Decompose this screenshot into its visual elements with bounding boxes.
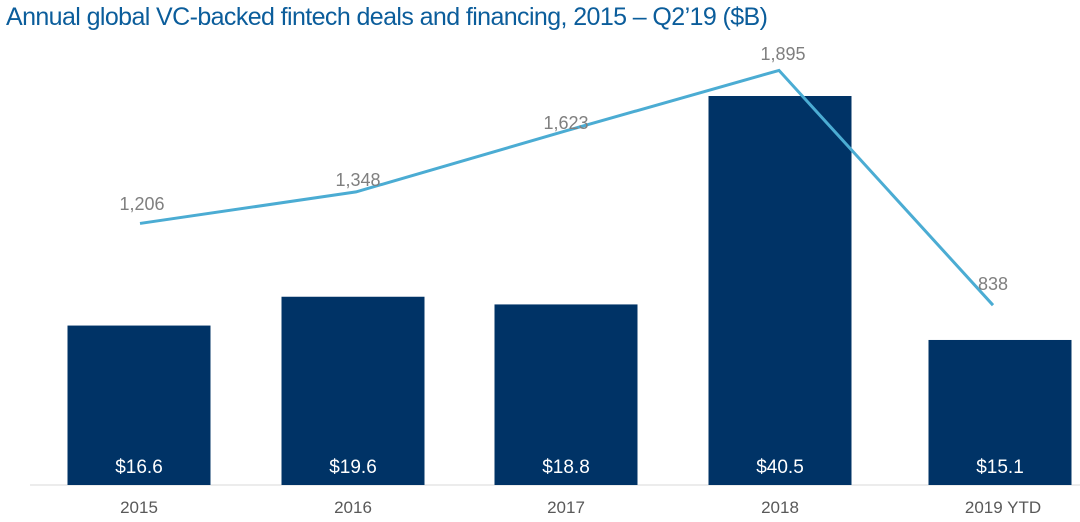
deals-line	[139, 68, 995, 307]
bar-value-label: $15.1	[976, 457, 1024, 478]
x-tick-label: 2019 YTD	[965, 498, 1041, 517]
x-tick-label: 2016	[334, 498, 372, 517]
bar-2019-ytd	[928, 339, 1072, 485]
bar-2018	[708, 96, 852, 485]
bar-value-label: $16.6	[115, 457, 163, 478]
deal-count-label: 1,348	[335, 170, 380, 190]
deal-count-label: 1,206	[119, 194, 164, 214]
x-tick-label: 2017	[547, 498, 585, 517]
bar-value-label: $40.5	[756, 457, 804, 478]
x-tick-label: 2015	[120, 498, 158, 517]
deal-count-label: 1,895	[760, 44, 805, 64]
bar-value-label: $19.6	[329, 457, 377, 478]
bar-value-label: $18.8	[542, 457, 590, 478]
deal-count-label: 1,623	[543, 113, 588, 133]
x-tick-label: 2018	[761, 498, 799, 517]
chart-title: Annual global VC-backed fintech deals an…	[6, 3, 768, 31]
bar-2017	[494, 304, 638, 485]
bar-2015	[67, 325, 211, 485]
deal-count-label: 838	[978, 274, 1008, 294]
bar-2016	[281, 296, 425, 485]
